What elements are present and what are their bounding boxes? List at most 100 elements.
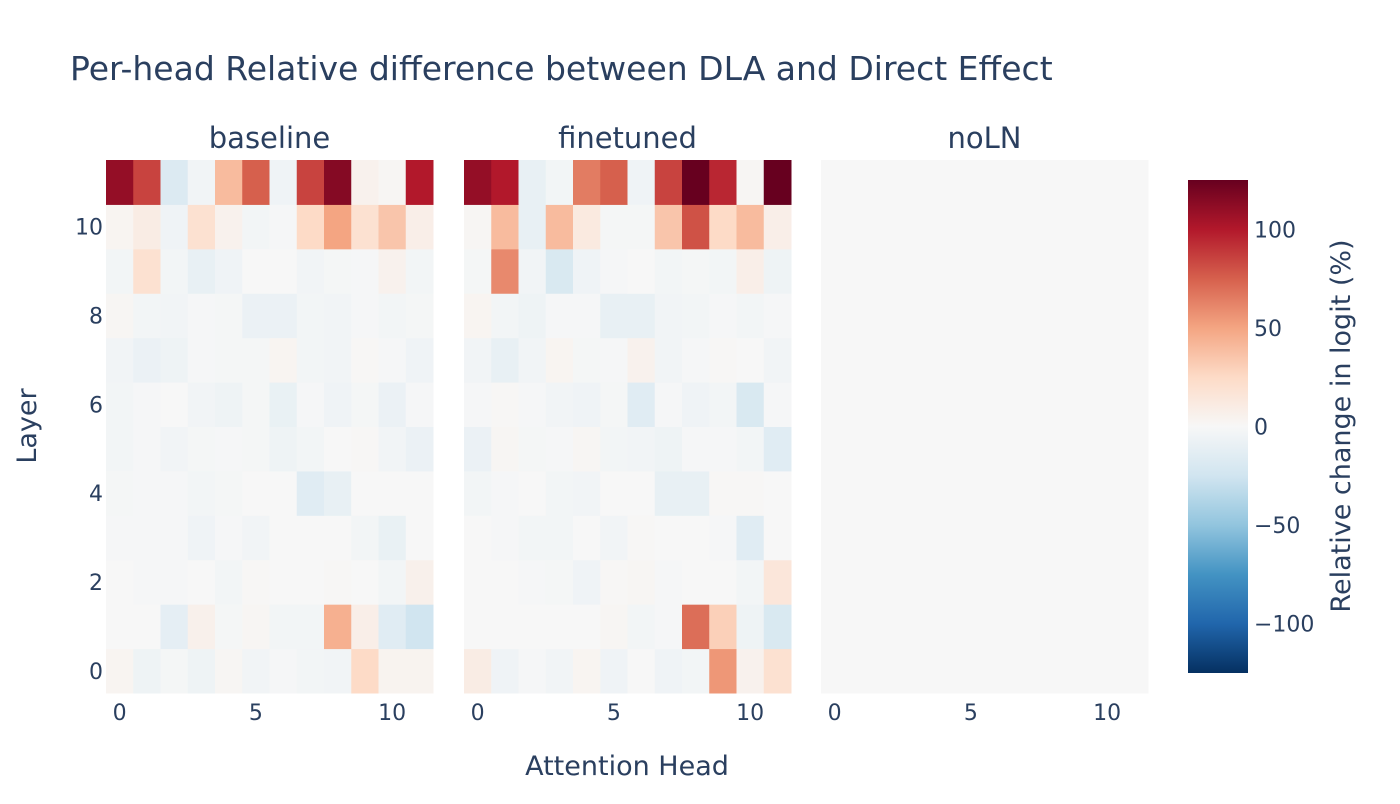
heatmap-cell xyxy=(491,293,519,339)
heatmap-cell xyxy=(957,293,985,339)
heatmap-cell xyxy=(545,160,574,205)
heatmap-cell xyxy=(600,470,628,516)
heatmap-cell xyxy=(1039,604,1067,650)
colorbar-tick-label: 0 xyxy=(1254,416,1268,441)
heatmap-cell xyxy=(763,559,792,605)
heatmap-cell xyxy=(545,604,574,650)
heatmap-cell xyxy=(242,648,270,694)
heatmap-cell xyxy=(215,604,243,650)
heatmap-cell xyxy=(1093,426,1122,472)
heatmap-cell xyxy=(1039,515,1067,561)
heatmap-cell xyxy=(654,293,683,339)
heatmap-cell xyxy=(1066,559,1094,605)
heatmap-cell xyxy=(1011,248,1040,294)
heatmap-cell xyxy=(1093,604,1122,650)
heatmap-cell xyxy=(1039,204,1067,250)
colorbar-tick-label: −100 xyxy=(1254,613,1314,638)
heatmap-cell xyxy=(1011,559,1040,605)
heatmap-cell xyxy=(875,648,904,694)
heatmap-cell xyxy=(573,470,601,516)
heatmap-cell xyxy=(187,160,216,205)
heatmap-cell xyxy=(654,559,683,605)
heatmap-cell xyxy=(491,648,519,694)
heatmap-cell xyxy=(1011,470,1040,516)
heatmap-cell xyxy=(573,160,601,205)
heatmap-cell xyxy=(215,248,243,294)
heatmap-cell xyxy=(573,248,601,294)
heatmap-cell xyxy=(269,604,298,650)
heatmap-cell xyxy=(133,248,161,294)
heatmap-cell xyxy=(518,470,547,516)
heatmap-cell xyxy=(324,426,352,472)
heatmap-cell xyxy=(296,160,325,205)
heatmap-cell xyxy=(242,426,270,472)
heatmap-cell xyxy=(133,426,161,472)
heatmap-cell xyxy=(187,382,216,427)
heatmap-cell xyxy=(269,337,298,383)
heatmap-cell xyxy=(1120,470,1149,516)
heatmap-cell xyxy=(464,604,492,650)
heatmap-cell xyxy=(736,515,765,561)
heatmap-cell xyxy=(654,248,683,294)
heatmap-cell xyxy=(1066,515,1094,561)
heatmap-cell xyxy=(1011,604,1040,650)
heatmap-cell xyxy=(654,470,683,516)
heatmap-cell xyxy=(957,426,985,472)
heatmap-cell xyxy=(654,604,683,650)
heatmap-cell xyxy=(682,470,710,516)
heatmap-cell xyxy=(763,648,792,694)
heatmap-cell xyxy=(405,293,434,339)
colorbar: 100 50 0 −50 −100 Relative change in logit (%… xyxy=(1188,180,1357,673)
heatmap-cell xyxy=(902,248,931,294)
heatmap-cell xyxy=(187,426,216,472)
heatmap-cell xyxy=(215,648,243,694)
heatmap-cell xyxy=(573,337,601,383)
heatmap-cell xyxy=(736,293,765,339)
heatmap-cell xyxy=(405,648,434,694)
heatmap-cell xyxy=(627,204,656,250)
heatmap-cell xyxy=(1120,293,1149,339)
heatmap-cell xyxy=(902,515,931,561)
heatmap-cell xyxy=(984,648,1013,694)
heatmap-cell xyxy=(1039,382,1067,427)
heatmap-cell xyxy=(627,648,656,694)
heatmap-cell xyxy=(902,382,931,427)
heatmap-cell xyxy=(736,248,765,294)
heatmap-cell xyxy=(600,382,628,427)
heatmap-cell xyxy=(984,160,1013,205)
heatmap-cell xyxy=(1066,337,1094,383)
heatmap-cell xyxy=(106,515,134,561)
heatmap-cell xyxy=(875,426,904,472)
heatmap-cell xyxy=(242,248,270,294)
heatmap-cell xyxy=(464,426,492,472)
heatmap-cell xyxy=(215,515,243,561)
heatmap-cell xyxy=(378,426,407,472)
heatmap-cell xyxy=(627,160,656,205)
heatmap-cell xyxy=(545,470,574,516)
heatmap-cell xyxy=(957,470,985,516)
heatmap-cell xyxy=(106,248,134,294)
heatmap-cell xyxy=(187,293,216,339)
heatmap-cell xyxy=(215,382,243,427)
heatmap-cell xyxy=(736,559,765,605)
heatmap-cell xyxy=(491,515,519,561)
x-tick-label: 5 xyxy=(964,701,978,726)
heatmap-cell xyxy=(464,248,492,294)
heatmap-cell xyxy=(106,337,134,383)
heatmap-cell xyxy=(160,293,189,339)
heatmap-cell xyxy=(682,604,710,650)
heatmap-cell xyxy=(1120,559,1149,605)
heatmap-cell xyxy=(491,559,519,605)
heatmap-cell xyxy=(984,515,1013,561)
chart-title: Per-head Relative difference between DLA… xyxy=(70,49,1053,88)
heatmap-cell xyxy=(215,337,243,383)
heatmap-cell xyxy=(464,204,492,250)
x-tick-label: 10 xyxy=(378,701,406,726)
heatmap-cell xyxy=(682,160,710,205)
panel-title-baseline: baseline xyxy=(209,121,330,155)
heatmap-cell xyxy=(709,337,737,383)
heatmap-cell xyxy=(518,515,547,561)
heatmap-cell xyxy=(269,426,298,472)
